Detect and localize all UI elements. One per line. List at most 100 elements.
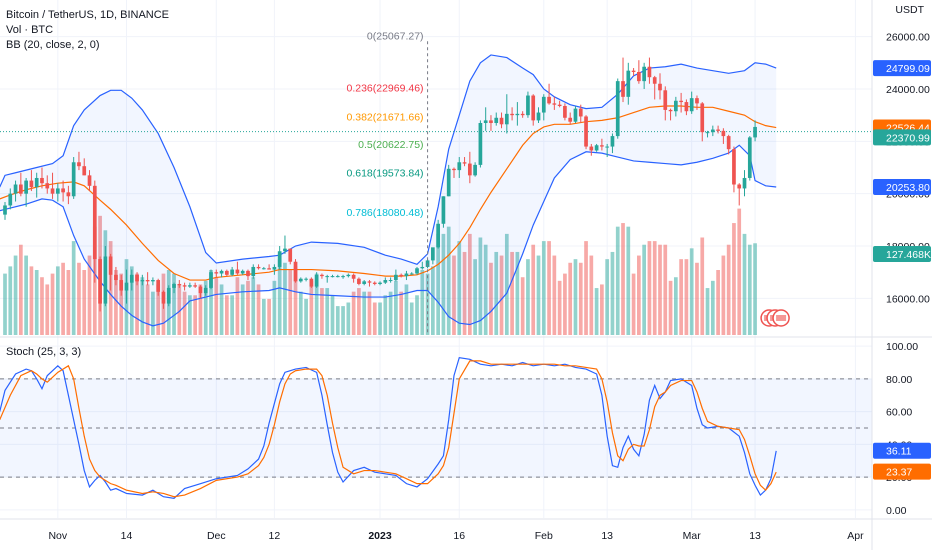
candle	[235, 261, 240, 275]
symbol-title[interactable]: Bitcoin / TetherUS, 1D, BINANCE	[6, 9, 170, 21]
candle	[129, 269, 134, 291]
price-badge: 20253.80	[873, 179, 931, 196]
bollinger-indicator-label[interactable]: BB (20, close, 2, 0)	[6, 39, 100, 51]
candle-body	[594, 145, 599, 151]
volume-bar	[235, 277, 240, 335]
candle-body	[573, 108, 578, 122]
candle-body	[394, 274, 398, 281]
volume-bar	[82, 270, 87, 335]
volume-bar	[188, 295, 192, 335]
candle	[626, 62, 631, 105]
candle-body	[600, 145, 604, 147]
candle	[320, 273, 324, 279]
candle	[50, 172, 55, 199]
candle	[145, 272, 150, 286]
time-tick-label: 13	[749, 530, 761, 542]
candle-body	[563, 105, 567, 118]
candle-body	[747, 137, 752, 178]
volume-bar	[446, 226, 451, 335]
candle	[156, 278, 161, 296]
candle	[346, 273, 351, 278]
candle-body	[209, 272, 213, 288]
volume-bar	[383, 295, 388, 335]
volume-bar	[689, 248, 694, 335]
candle-body	[314, 274, 319, 287]
candle	[409, 272, 414, 275]
time-tick-label: 14	[121, 530, 133, 542]
candle	[600, 138, 604, 151]
volume-bar	[277, 259, 282, 335]
volume-bar	[71, 241, 76, 335]
price-tick-label: 26000.00	[886, 32, 930, 44]
candle-body	[446, 168, 451, 197]
candle-body	[647, 66, 652, 78]
fib-level-label: 0.382(21671.66)	[346, 111, 423, 123]
time-tick-label: Mar	[683, 530, 702, 542]
candle	[314, 272, 319, 288]
volume-bar	[436, 233, 440, 335]
candle-body	[261, 268, 266, 270]
time-tick-label: 12	[269, 530, 281, 542]
candle	[193, 282, 198, 288]
candle	[283, 235, 287, 254]
candle-body	[66, 192, 71, 197]
candle-body	[246, 270, 250, 277]
candle	[726, 134, 731, 155]
candle	[394, 269, 398, 282]
candle	[663, 86, 668, 121]
volume-bar	[737, 208, 742, 335]
volume-bar	[314, 273, 319, 335]
volume-bar	[526, 259, 530, 335]
candle	[652, 75, 657, 100]
candle-body	[652, 77, 657, 84]
volume-indicator-label[interactable]: Vol · BTC	[6, 24, 54, 36]
price-badge-bg	[873, 179, 931, 196]
candle-body	[489, 120, 493, 124]
time-tick-label: Dec	[207, 530, 226, 542]
candle-body	[684, 102, 689, 112]
candle-body	[689, 98, 694, 112]
volume-bar	[732, 223, 736, 335]
candle-body	[55, 188, 60, 194]
volume-bar	[557, 280, 562, 335]
candle-body	[726, 136, 731, 150]
volume-bars	[3, 208, 757, 335]
candle-body	[668, 109, 673, 112]
volume-bar	[246, 280, 250, 335]
volume-bar	[182, 291, 187, 335]
candle-body	[77, 162, 81, 167]
candle	[573, 105, 578, 124]
price-badge-text: 24799.09	[886, 63, 930, 75]
candle-body	[462, 162, 467, 164]
candle-body	[309, 278, 314, 287]
candle-body	[372, 282, 377, 284]
candle	[716, 125, 720, 134]
volume-bar	[330, 295, 335, 335]
price-badge-bg	[873, 129, 931, 146]
volume-bar	[240, 284, 245, 335]
candle	[578, 104, 583, 124]
candle	[246, 269, 250, 281]
volume-bar	[203, 280, 208, 335]
candle	[388, 277, 393, 283]
candle-body	[341, 276, 345, 278]
candle-body	[18, 184, 23, 194]
candle-body	[541, 96, 546, 113]
candle	[13, 180, 18, 202]
candle	[309, 277, 314, 288]
candle-body	[3, 205, 7, 215]
volume-bar	[209, 270, 213, 335]
volume-bar	[304, 298, 308, 335]
candle-body	[98, 259, 102, 304]
candle-body	[721, 130, 726, 137]
candle	[689, 91, 694, 114]
candle	[24, 177, 28, 207]
time-tick-label: Apr	[847, 530, 864, 542]
stochastic-indicator-label[interactable]: Stoch (25, 3, 3)	[6, 346, 82, 358]
candle	[494, 112, 499, 126]
candle	[351, 273, 356, 283]
candle-body	[494, 117, 499, 124]
volume-bar	[372, 302, 377, 335]
candle	[166, 285, 171, 307]
